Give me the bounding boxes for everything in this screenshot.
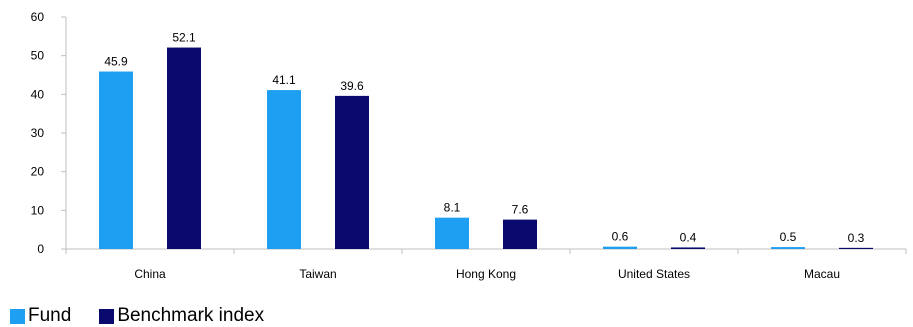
- bar-benchmark-index: [839, 247, 873, 249]
- legend: Fund Benchmark index: [10, 305, 292, 327]
- data-label-benchmark-index: 0.3: [848, 231, 865, 245]
- bar-fund: [603, 246, 637, 249]
- bar-fund: [99, 71, 133, 250]
- data-label-benchmark-index: 0.4: [680, 230, 697, 244]
- x-tick-label: Taiwan: [299, 267, 336, 281]
- legend-swatch-benchmark: [99, 308, 115, 324]
- data-label-benchmark-index: 39.6: [340, 79, 364, 93]
- bar-benchmark-index: [335, 95, 369, 249]
- x-axis: China Taiwan Hong Kong United States Macau: [65, 248, 907, 281]
- legend-item-benchmark: Benchmark index: [99, 305, 264, 327]
- data-label-benchmark-index: 52.1: [172, 31, 196, 45]
- y-axis: 0 10 20 30 40 50 60: [31, 10, 67, 256]
- bar-fund: [435, 217, 469, 249]
- bar-benchmark-index: [167, 47, 201, 250]
- bar-fund: [267, 90, 301, 249]
- y-tick-label: 60: [31, 10, 45, 24]
- y-tick-label: 30: [31, 126, 45, 140]
- data-labels: 45.9 52.1 41.1 39.6 8.1 7.6 0.6 0.4 0.5 0.3: [104, 31, 864, 245]
- y-tick-label: 10: [31, 203, 45, 217]
- y-tick-label: 50: [31, 49, 45, 63]
- x-tick-label: China: [134, 267, 166, 281]
- legend-item-fund: Fund: [10, 305, 71, 327]
- data-label-fund: 41.1: [272, 73, 296, 87]
- data-label-fund: 45.9: [104, 55, 128, 69]
- legend-label-fund: Fund: [28, 305, 72, 326]
- x-tick-label: Hong Kong: [456, 267, 516, 281]
- y-tick-label: 20: [31, 165, 45, 179]
- x-tick-label: Macau: [804, 267, 840, 281]
- bar-benchmark-index: [503, 219, 537, 249]
- data-label-benchmark-index: 7.6: [512, 203, 529, 217]
- bar-benchmark-index: [671, 247, 705, 249]
- bar-fund: [771, 247, 805, 249]
- y-tick-label: 40: [31, 87, 45, 101]
- data-label-fund: 8.1: [444, 201, 461, 215]
- legend-label-benchmark: Benchmark index: [117, 305, 265, 326]
- legend-swatch-fund: [10, 308, 25, 324]
- x-tick-label: United States: [618, 267, 690, 281]
- y-tick-label: 0: [37, 242, 44, 256]
- data-label-fund: 0.6: [612, 230, 629, 244]
- bars: [99, 47, 873, 250]
- data-label-fund: 0.5: [780, 230, 797, 244]
